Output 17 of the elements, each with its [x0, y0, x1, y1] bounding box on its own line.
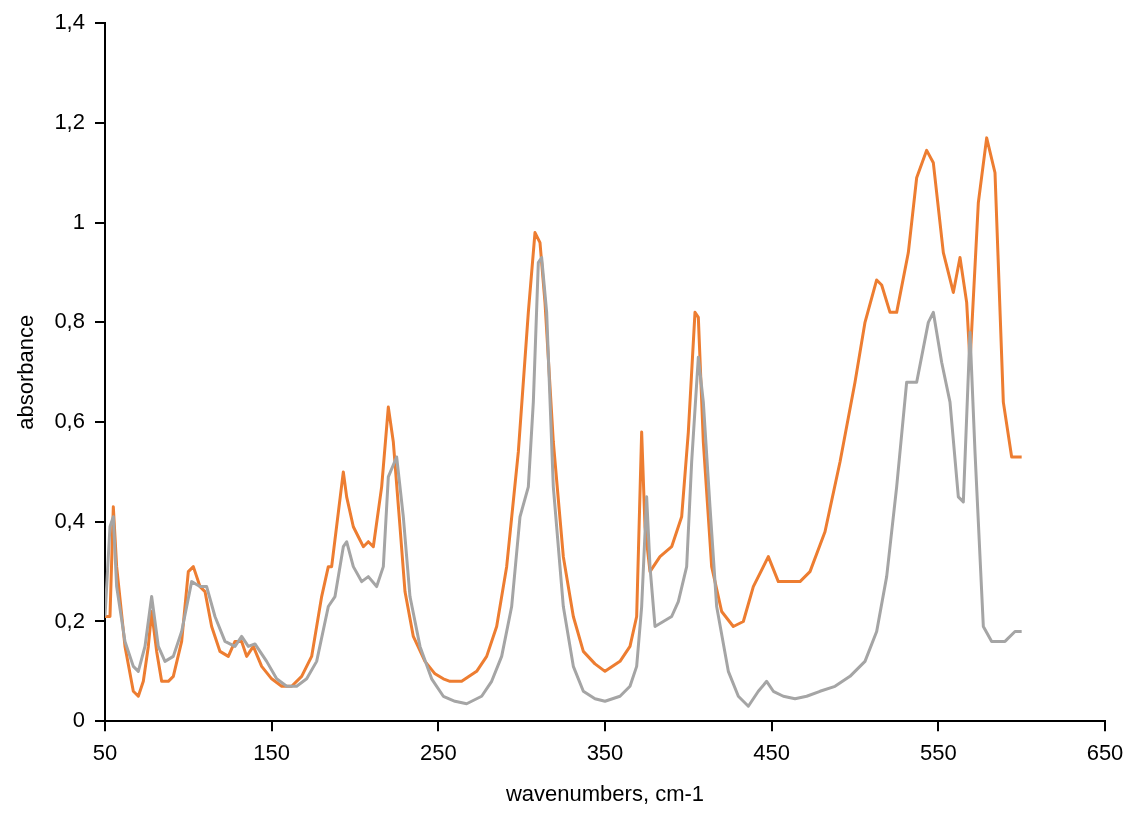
- y-tick-label: 0,2: [54, 607, 85, 633]
- x-tick-label: 550: [919, 740, 957, 766]
- y-tick-label: 1,4: [54, 9, 85, 35]
- x-axis-title: wavenumbers, cm-1: [504, 780, 705, 806]
- x-tick-label: 250: [419, 740, 457, 766]
- x-tick-label: 50: [92, 740, 118, 766]
- y-tick-label: 0,4: [54, 507, 85, 533]
- x-tick-label: 150: [253, 740, 291, 766]
- x-tick-label: 650: [1086, 740, 1124, 766]
- y-tick-label: 1: [72, 208, 85, 234]
- x-tick-label: 450: [753, 740, 791, 766]
- y-tick-label: 1,2: [54, 108, 85, 134]
- y-axis-title: absorbance: [13, 314, 39, 430]
- y-tick-label: 0,6: [54, 408, 85, 434]
- y-tick-label: 0,8: [54, 308, 85, 334]
- x-tick-label: 350: [586, 740, 624, 766]
- y-tick-label: 0: [72, 707, 85, 733]
